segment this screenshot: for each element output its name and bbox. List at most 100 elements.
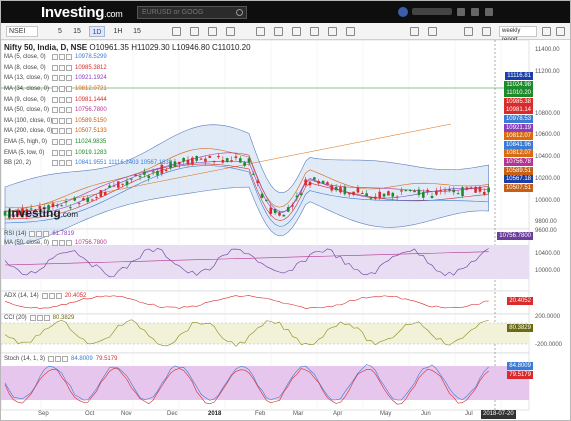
indicator-row[interactable]: EMA (5, low, 0) 10919.1283: [4, 147, 251, 158]
candle: [326, 182, 329, 185]
interval-5[interactable]: 5: [58, 28, 62, 35]
time-tick-label: Jun: [421, 411, 431, 417]
candle: [177, 161, 181, 164]
candle: [387, 191, 390, 196]
candle: [356, 187, 360, 193]
indicator-controls[interactable]: [52, 117, 72, 124]
indicator-controls[interactable]: [52, 149, 72, 156]
indicators-icon[interactable]: [190, 27, 199, 36]
candle: [286, 207, 290, 212]
text-tool-icon[interactable]: [328, 27, 337, 36]
cci-label: CCI (20): [4, 315, 27, 321]
indicator-controls[interactable]: [52, 96, 72, 103]
fullscreen-icon[interactable]: [482, 27, 491, 36]
indicator-row[interactable]: MA (13, close, 0) 10921.1924: [4, 73, 251, 84]
price-tag: 10756.78: [503, 158, 533, 166]
indicator-label: EMA (5, high, 0): [4, 139, 48, 146]
user-name-redacted[interactable]: [412, 8, 452, 15]
indicator-row[interactable]: MA (100, close, 0) 10589.5150: [4, 116, 251, 127]
candle: [147, 175, 151, 178]
indicator-value: 10978.5299: [75, 54, 107, 61]
portfolio-icon[interactable]: [471, 8, 479, 16]
notifications-icon[interactable]: [457, 8, 465, 16]
interval-15-dropdown[interactable]: 15: [133, 28, 141, 35]
close-chart-icon[interactable]: [556, 27, 565, 36]
draw-line-icon[interactable]: [256, 27, 265, 36]
interval-1d[interactable]: 1D: [89, 26, 105, 37]
candle: [134, 174, 138, 177]
indicator-row[interactable]: BB (20, 2) 10841.9551 11116.2403 10567.18…: [4, 158, 251, 169]
indicator-value: 10919.1283: [75, 149, 107, 156]
eraser-icon[interactable]: [346, 27, 355, 36]
interval-1h[interactable]: 1H: [113, 28, 123, 35]
investing-logo[interactable]: Investing.com: [41, 4, 123, 21]
adx-label: ADX (14, 14): [4, 293, 39, 299]
candle: [69, 207, 72, 209]
fibonacci-icon[interactable]: [274, 27, 283, 36]
indicator-controls[interactable]: [52, 139, 72, 146]
price-tick-label: 9600.00: [535, 228, 557, 234]
interval-15[interactable]: 15: [73, 28, 81, 35]
layout-icon[interactable]: [428, 27, 437, 36]
indicator-row[interactable]: MA (34, close, 0) 10812.0721: [4, 84, 251, 95]
indicator-row[interactable]: MA (5, close, 0) 10978.5299: [4, 52, 251, 63]
candle: [365, 193, 368, 197]
indicator-row[interactable]: EMA (5, high, 0) 11024.9835: [4, 137, 251, 148]
indicator-label: MA (9, close, 0): [4, 96, 46, 103]
candle: [156, 171, 159, 176]
language-flag-icon[interactable]: [485, 8, 493, 16]
time-tick-label: Feb: [255, 411, 266, 417]
rsi-line: [4, 247, 489, 278]
user-avatar[interactable]: [398, 7, 408, 17]
symbol-input[interactable]: NSEI: [6, 26, 38, 37]
report-dropdown[interactable]: weekly report: [499, 26, 537, 43]
indicator-row[interactable]: MA (9, close, 0) 10981.1444: [4, 94, 251, 105]
moving-average-line: [4, 152, 489, 212]
indicator-controls[interactable]: [52, 54, 72, 61]
cursor-date-label: 2018-07-20: [481, 410, 516, 419]
candle: [252, 173, 255, 175]
save-icon[interactable]: [464, 27, 473, 36]
candle: [369, 197, 373, 199]
camera-icon[interactable]: [410, 27, 419, 36]
candle: [243, 162, 246, 166]
moving-average-line: [4, 148, 489, 208]
settings-icon[interactable]: [226, 27, 235, 36]
undo-icon[interactable]: [292, 27, 301, 36]
redo-icon[interactable]: [310, 27, 319, 36]
price-tick-label: 11400.00: [535, 47, 560, 53]
candle: [51, 203, 55, 207]
indicator-controls[interactable]: [52, 75, 72, 82]
chart-options-icon[interactable]: [542, 27, 551, 36]
indicator-label: MA (200, close, 0): [4, 128, 53, 135]
candle: [334, 187, 338, 191]
candle: [339, 187, 342, 193]
candle: [278, 212, 281, 216]
cci-legend: CCI (20) 80.3829: [4, 315, 74, 321]
candle-type-icon[interactable]: [172, 27, 181, 36]
indicator-controls[interactable]: [52, 128, 72, 135]
candle: [439, 190, 443, 192]
price-tag: 10507.51: [503, 183, 533, 192]
indicator-row[interactable]: MA (50, close, 0) 10756.7800: [4, 105, 251, 116]
indicator-legend: Nifty 50, India, D, NSE O10961.35 H11029…: [4, 43, 251, 169]
search-box[interactable]: [137, 6, 247, 19]
indicator-row[interactable]: MA (200, close, 0) 10507.5133: [4, 126, 251, 137]
candle: [430, 195, 434, 198]
top-bar: Investing.com: [1, 1, 570, 23]
search-icon[interactable]: [236, 9, 243, 16]
indicator-controls[interactable]: [52, 107, 72, 114]
search-input[interactable]: [142, 7, 238, 18]
moving-average-line: [4, 163, 489, 221]
indicator-controls[interactable]: [52, 160, 72, 167]
candle: [116, 181, 120, 188]
indicator-row[interactable]: MA (8, close, 0) 10985.3812: [4, 63, 251, 74]
compare-icon[interactable]: [208, 27, 217, 36]
time-tick-label: Oct: [85, 411, 95, 417]
price-tag: 11024.98: [504, 80, 533, 89]
cci-value: 80.3829: [52, 315, 75, 321]
candle: [456, 193, 460, 195]
chart-canvas[interactable]: [1, 40, 570, 420]
indicator-controls[interactable]: [52, 64, 72, 71]
indicator-controls[interactable]: [52, 86, 72, 93]
